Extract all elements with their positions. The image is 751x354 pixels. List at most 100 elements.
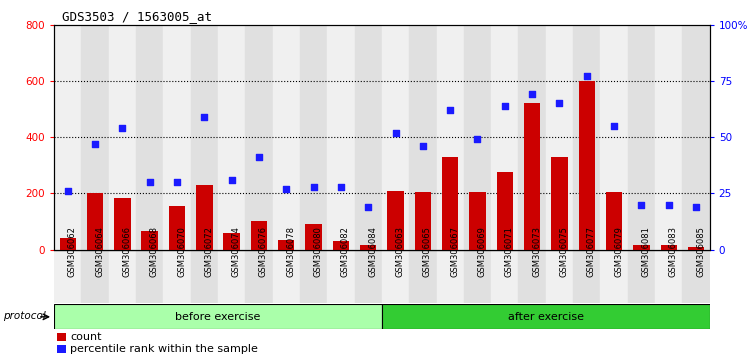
Text: GSM306066: GSM306066 xyxy=(122,225,131,277)
Text: GDS3503 / 1563005_at: GDS3503 / 1563005_at xyxy=(62,10,212,23)
Bar xyxy=(57,345,65,353)
Point xyxy=(472,137,484,142)
Point xyxy=(116,125,128,131)
Text: GSM306062: GSM306062 xyxy=(68,226,77,276)
Bar xyxy=(224,233,240,250)
Bar xyxy=(524,103,540,250)
Bar xyxy=(114,198,131,250)
Point xyxy=(280,186,292,192)
Bar xyxy=(246,25,273,250)
Bar xyxy=(606,192,623,250)
Bar xyxy=(354,25,382,250)
Bar xyxy=(409,25,436,250)
Text: GSM306078: GSM306078 xyxy=(286,225,295,277)
Text: GSM306065: GSM306065 xyxy=(423,226,432,276)
Point xyxy=(335,184,347,189)
Bar xyxy=(442,157,458,250)
Bar xyxy=(573,250,601,303)
Bar xyxy=(655,250,683,303)
Point xyxy=(362,204,374,210)
Text: GSM306069: GSM306069 xyxy=(478,226,487,276)
Bar xyxy=(273,25,300,250)
Bar xyxy=(633,245,650,250)
Bar xyxy=(300,25,327,250)
Bar xyxy=(354,250,382,303)
Bar xyxy=(136,250,164,303)
Point xyxy=(444,107,456,113)
Bar xyxy=(683,250,710,303)
Bar xyxy=(327,250,354,303)
Bar xyxy=(600,25,628,250)
Bar xyxy=(273,250,300,303)
Point xyxy=(662,202,674,207)
Bar xyxy=(382,304,710,329)
Bar xyxy=(109,25,136,250)
Point xyxy=(553,101,566,106)
Text: GSM306076: GSM306076 xyxy=(259,225,268,277)
Bar xyxy=(59,238,76,250)
Bar xyxy=(246,250,273,303)
Point xyxy=(635,202,647,207)
Point xyxy=(690,204,702,210)
Bar xyxy=(327,25,354,250)
Bar xyxy=(191,25,218,250)
Point xyxy=(198,114,210,120)
Bar xyxy=(683,25,710,250)
Point xyxy=(225,177,237,183)
Bar xyxy=(382,250,409,303)
Point xyxy=(62,188,74,194)
Point xyxy=(390,130,402,136)
Bar xyxy=(54,25,81,250)
Bar xyxy=(81,25,109,250)
Bar xyxy=(578,81,595,250)
Bar xyxy=(436,25,464,250)
Bar xyxy=(551,157,568,250)
Bar xyxy=(360,245,376,250)
Bar xyxy=(81,250,109,303)
Text: GSM306067: GSM306067 xyxy=(450,225,459,277)
Bar xyxy=(628,25,655,250)
Text: before exercise: before exercise xyxy=(175,312,261,322)
Text: GSM306075: GSM306075 xyxy=(559,226,569,276)
Text: after exercise: after exercise xyxy=(508,312,584,322)
Bar xyxy=(600,250,628,303)
Point xyxy=(581,74,593,79)
Text: GSM306064: GSM306064 xyxy=(95,226,104,276)
Text: GSM306072: GSM306072 xyxy=(204,226,213,276)
Text: GSM306081: GSM306081 xyxy=(641,226,650,276)
Bar xyxy=(109,250,136,303)
Bar xyxy=(136,25,164,250)
Point xyxy=(526,92,538,97)
Bar xyxy=(546,250,573,303)
Bar xyxy=(688,247,704,250)
Bar xyxy=(661,245,677,250)
Point xyxy=(143,179,155,185)
Point xyxy=(171,179,183,185)
Point xyxy=(499,103,511,109)
Bar xyxy=(628,250,655,303)
Text: GSM306073: GSM306073 xyxy=(532,225,541,277)
Text: GSM306070: GSM306070 xyxy=(177,226,186,276)
Text: GSM306083: GSM306083 xyxy=(668,225,677,277)
Point xyxy=(89,141,101,147)
Bar xyxy=(546,25,573,250)
Bar xyxy=(388,190,404,250)
Text: GSM306063: GSM306063 xyxy=(396,225,405,277)
Bar xyxy=(87,193,103,250)
Bar xyxy=(382,25,409,250)
Bar xyxy=(163,250,191,303)
Text: GSM306071: GSM306071 xyxy=(505,226,514,276)
Text: GSM306085: GSM306085 xyxy=(696,226,705,276)
Text: percentile rank within the sample: percentile rank within the sample xyxy=(71,344,258,354)
Bar xyxy=(409,250,436,303)
Text: GSM306082: GSM306082 xyxy=(341,226,350,276)
Bar xyxy=(163,25,191,250)
Bar xyxy=(464,250,491,303)
Bar xyxy=(191,250,218,303)
Point xyxy=(608,123,620,129)
Bar xyxy=(306,224,321,250)
Text: GSM306074: GSM306074 xyxy=(231,226,240,276)
Bar xyxy=(300,250,327,303)
Text: GSM306077: GSM306077 xyxy=(587,225,596,277)
Bar xyxy=(518,25,546,250)
